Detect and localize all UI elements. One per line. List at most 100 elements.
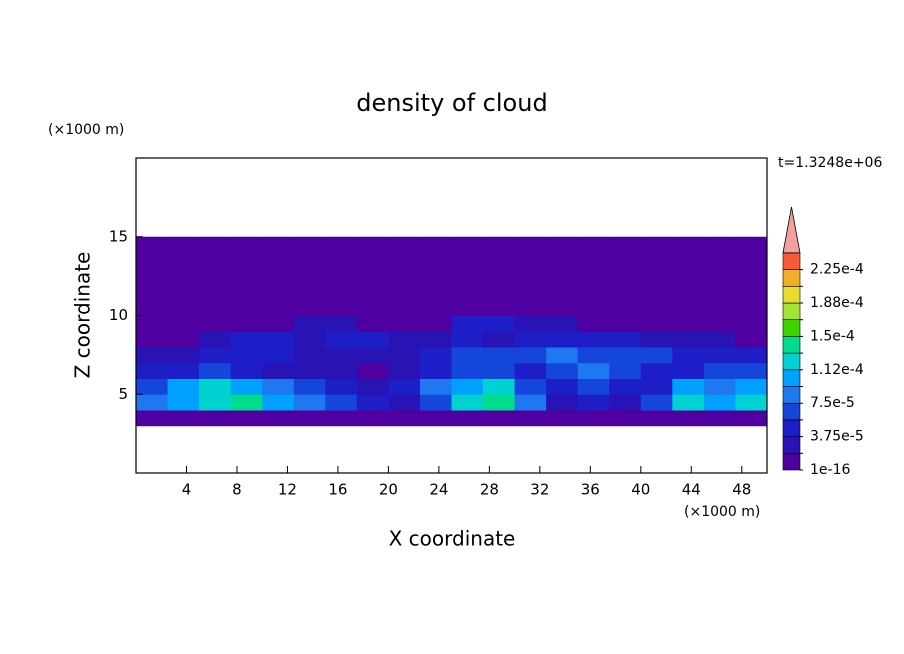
contour-cell — [230, 394, 263, 411]
contour-cell — [136, 284, 169, 301]
contour-cell — [388, 284, 421, 301]
colorbar-label: 1.88e-4 — [810, 295, 864, 311]
contour-cell — [735, 378, 768, 395]
contour-cell — [672, 331, 705, 348]
contour-cell — [136, 394, 169, 411]
x-tick-label: 36 — [581, 481, 600, 499]
contour-cell — [546, 410, 579, 427]
contour-cell — [483, 284, 516, 301]
contour-cell — [293, 315, 326, 332]
x-tick-label: 4 — [182, 481, 192, 499]
contour-cell — [388, 315, 421, 332]
x-tick-label: 44 — [682, 481, 701, 499]
contour-cell — [483, 331, 516, 348]
contour-cell — [577, 284, 610, 301]
contour-cell — [356, 284, 389, 301]
contour-cell — [577, 410, 610, 427]
contour-cell — [419, 378, 452, 395]
contour-cell — [262, 378, 295, 395]
contour-cell — [609, 236, 642, 253]
contour-cell — [609, 394, 642, 411]
contour-cell — [577, 236, 610, 253]
contour-cell — [735, 315, 768, 332]
contour-cell — [483, 252, 516, 269]
contour-cell — [325, 252, 358, 269]
contour-cell — [483, 394, 516, 411]
contour-cell — [451, 236, 484, 253]
contour-cell — [356, 315, 389, 332]
contour-cell — [735, 284, 768, 301]
contour-cell — [609, 315, 642, 332]
colorbar-label: 2.25e-4 — [810, 262, 864, 278]
contour-cell — [419, 236, 452, 253]
contour-cell — [514, 347, 547, 364]
contour-cell — [577, 252, 610, 269]
contour-cell — [483, 362, 516, 379]
contour-cell — [293, 362, 326, 379]
contour-cell — [199, 299, 232, 316]
contour-cell — [672, 362, 705, 379]
x-tick-label: 32 — [530, 481, 549, 499]
contour-cell — [230, 284, 263, 301]
x-tick-label: 20 — [379, 481, 398, 499]
y-tick-label: 5 — [118, 385, 128, 403]
contour-cell — [640, 347, 673, 364]
x-tick-label: 24 — [429, 481, 448, 499]
contour-cell — [640, 410, 673, 427]
contour-cell — [199, 315, 232, 332]
contour-cell — [293, 268, 326, 285]
contour-cell — [640, 362, 673, 379]
contour-cell — [199, 362, 232, 379]
contour-cell — [167, 299, 200, 316]
contour-cell — [356, 299, 389, 316]
contour-cell — [136, 268, 169, 285]
colorbar-label: 3.75e-5 — [810, 429, 864, 445]
colorbar-band — [782, 285, 801, 304]
colorbar-band — [782, 452, 801, 471]
contour-cell — [167, 362, 200, 379]
contour-cell — [483, 347, 516, 364]
contour-cell — [293, 410, 326, 427]
contour-cell — [325, 331, 358, 348]
contour-cell — [325, 394, 358, 411]
colorbar-label: 1e-16 — [810, 462, 850, 478]
contour-cell — [672, 347, 705, 364]
contour-cell — [199, 236, 232, 253]
contour-cell — [577, 362, 610, 379]
contour-cell — [230, 268, 263, 285]
colorbar-band — [782, 402, 801, 421]
contour-cell — [609, 378, 642, 395]
contour-cell — [672, 378, 705, 395]
contour-cell — [262, 284, 295, 301]
colorbar-band — [782, 369, 801, 387]
contour-cell — [609, 410, 642, 427]
contour-cell — [419, 331, 452, 348]
contour-cell — [609, 252, 642, 269]
contour-cell — [735, 299, 768, 316]
contour-cell — [640, 236, 673, 253]
colorbar-band — [782, 336, 801, 354]
contour-cell — [262, 299, 295, 316]
contour-cell — [230, 299, 263, 316]
contour-cell — [451, 284, 484, 301]
colorbar-band — [782, 436, 801, 454]
contour-cell — [483, 299, 516, 316]
contour-cell — [514, 315, 547, 332]
contour-cell — [451, 410, 484, 427]
y-tick-label: 15 — [109, 227, 128, 245]
contour-cell — [703, 410, 736, 427]
contour-cell — [514, 284, 547, 301]
contour-cell — [640, 378, 673, 395]
contour-cell — [451, 378, 484, 395]
contour-cell — [514, 299, 547, 316]
contour-cell — [451, 347, 484, 364]
contour-cell — [703, 378, 736, 395]
contour-cell — [356, 236, 389, 253]
x-tick-label: 48 — [732, 481, 751, 499]
contour-cell — [199, 252, 232, 269]
contour-cell — [609, 347, 642, 364]
contour-cell — [672, 315, 705, 332]
contour-cell — [262, 394, 295, 411]
contour-cell — [419, 315, 452, 332]
contour-cell — [546, 347, 579, 364]
